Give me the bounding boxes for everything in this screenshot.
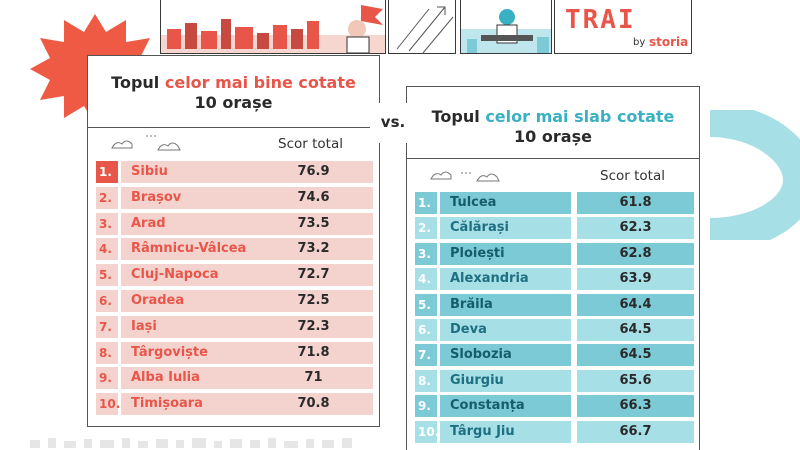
rank-number: 3.	[415, 242, 437, 265]
rank-number: 4.	[96, 238, 118, 261]
city-score: 76.9	[254, 161, 373, 183]
city-score: 61.8	[577, 192, 694, 214]
city-score: 70.8	[254, 393, 373, 416]
rank-number: 6.	[415, 319, 437, 341]
worst-column-header: Scor total	[407, 159, 699, 192]
rank-number: 1.	[415, 192, 437, 214]
city-score: 65.6	[577, 369, 694, 392]
city-score: 66.7	[577, 420, 694, 443]
rank-number: 1.	[96, 161, 118, 183]
city-name: Călărași	[440, 217, 571, 240]
city-score: 72.7	[254, 264, 373, 287]
rank-number: 9.	[415, 395, 437, 418]
city-name: Slobozia	[440, 344, 571, 367]
person-illustration	[460, 0, 552, 54]
city-score: 64.5	[577, 344, 694, 367]
rank-number: 5.	[96, 264, 118, 287]
rank-number: 2.	[96, 186, 118, 209]
arrows-illustration	[388, 0, 456, 54]
clouds-icon	[111, 135, 181, 151]
city-score: 63.9	[577, 268, 694, 291]
rank-number: 10.	[96, 393, 120, 416]
worst-title-prefix: Topul	[431, 107, 486, 126]
city-name: Constanța	[440, 395, 571, 418]
city-score: 71	[254, 367, 373, 390]
worst-rated-subtitle: 10 orașe	[514, 127, 592, 146]
rank-number: 5.	[415, 293, 437, 316]
city-score: 64.4	[577, 293, 694, 316]
rank-number: 4.	[415, 268, 437, 291]
best-title-prefix: Topul	[111, 73, 165, 92]
best-rated-title: Topul celor mai bine cotate	[88, 73, 379, 93]
best-rated-header: Topul celor mai bine cotate 10 orașe	[88, 56, 379, 128]
city-illustration	[160, 0, 386, 54]
teal-arc-decoration	[709, 110, 800, 240]
best-title-accent: celor mai bine cotate	[164, 73, 356, 92]
rank-number: 3.	[96, 212, 118, 235]
city-score: 71.8	[254, 341, 373, 364]
faded-dots-decoration	[30, 438, 352, 448]
rank-number: 7.	[415, 344, 437, 367]
city-score: 72.3	[254, 315, 373, 338]
clouds-icon	[430, 171, 500, 182]
city-name: Giurgiu	[440, 369, 571, 392]
city-name: Ploiești	[440, 242, 571, 265]
trai-logo: TRAI by storia	[554, 0, 692, 54]
city-name: Brăila	[440, 293, 571, 316]
rank-number: 8.	[96, 341, 118, 364]
versus-label: vs.	[370, 103, 416, 143]
worst-rated-title: Topul celor mai slab cotate	[407, 107, 699, 127]
city-score: 73.5	[254, 212, 373, 235]
best-score-header: Scor total	[278, 136, 343, 152]
city-name: Alexandria	[440, 268, 571, 291]
logo-by: by	[633, 37, 646, 48]
logo-company: storia	[649, 35, 689, 49]
city-score: 72.5	[254, 290, 373, 312]
logo-text: TRAI	[565, 5, 636, 35]
worst-rated-header: Topul celor mai slab cotate 10 orașe	[407, 87, 699, 159]
best-column-header: Scor total	[88, 128, 379, 161]
rank-number: 10.	[415, 420, 439, 443]
rank-number: 9.	[96, 367, 118, 390]
city-name: Târgu Jiu	[440, 420, 571, 443]
city-score: 62.8	[577, 242, 694, 265]
city-skyline-icon	[161, 5, 385, 53]
city-score: 66.3	[577, 395, 694, 418]
rank-number: 7.	[96, 315, 118, 338]
city-name: Tulcea	[440, 192, 571, 214]
city-score: 64.5	[577, 319, 694, 341]
person-at-desk-icon	[461, 9, 551, 53]
rank-number: 6.	[96, 290, 118, 312]
diagonal-arrows-icon	[396, 6, 454, 53]
city-score: 62.3	[577, 217, 694, 240]
city-score: 74.6	[254, 186, 373, 209]
best-rated-card: Topul celor mai bine cotate 10 orașe Sco…	[87, 55, 380, 427]
rank-number: 8.	[415, 369, 437, 392]
city-score: 73.2	[254, 238, 373, 261]
rank-number: 2.	[415, 217, 437, 240]
worst-rated-card: Topul celor mai slab cotate 10 orașe Sco…	[406, 86, 700, 450]
worst-title-accent: celor mai slab cotate	[485, 107, 675, 126]
best-rated-subtitle: 10 orașe	[194, 93, 273, 112]
worst-score-header: Scor total	[600, 168, 665, 184]
city-name: Deva	[440, 319, 571, 341]
